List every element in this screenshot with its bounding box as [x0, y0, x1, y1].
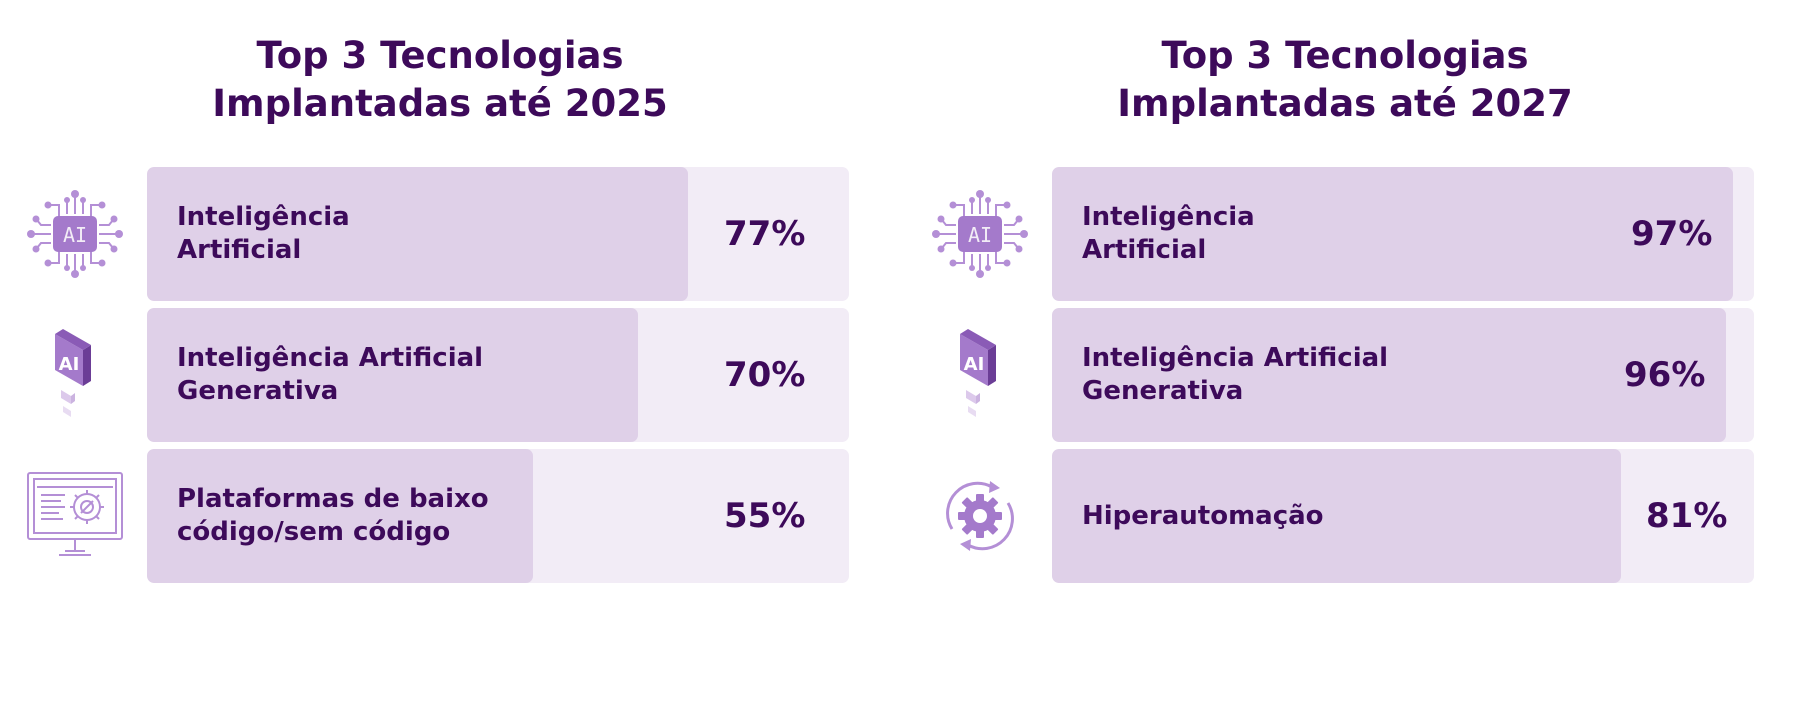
bar	[147, 167, 688, 301]
bar-row: AI Inteligência Artificial 77%	[0, 167, 880, 301]
bar-track: Hiperautomação 81%	[1052, 449, 1754, 583]
chart-panel: Top 3 Tecnologias Implantadas até 2025 AI I…	[0, 0, 880, 715]
bar-label-line: Hiperautomação	[1082, 500, 1324, 531]
bar-row: AI Inteligência Artificial Generativa 70%	[0, 308, 880, 442]
bar-value-label: 70%	[724, 355, 806, 395]
bar-label-line: Inteligência Artificial	[1082, 343, 1389, 373]
bar-label-line: Inteligência	[1082, 202, 1255, 232]
bar-track: Plataformas de baixo código/sem código 55%	[147, 449, 849, 583]
svg-text:AI: AI	[63, 223, 87, 247]
bar-value-label: 97%	[1631, 214, 1713, 254]
chart-title: Top 3 Tecnologias Implantadas até 2027	[905, 32, 1785, 128]
bar-label-line: código/sem código	[177, 517, 451, 547]
bar-label-line: Inteligência Artificial	[177, 343, 484, 373]
bar-value-label: 55%	[724, 496, 806, 536]
svg-text:AI: AI	[968, 223, 992, 247]
bar-label: Hiperautomação	[1082, 449, 1482, 583]
bar-value-label: 96%	[1624, 355, 1706, 395]
chart-title-line: Implantadas até 2027	[1117, 82, 1573, 125]
bar-label: Inteligência Artificial	[177, 167, 577, 301]
bar-row: AI Inteligência Artificial Generativa 96%	[905, 308, 1785, 442]
bar	[147, 308, 638, 442]
bar-track: Inteligência Artificial Generativa 70%	[147, 308, 849, 442]
bar	[1052, 449, 1621, 583]
svg-text:AI: AI	[964, 354, 985, 375]
bar-label: Inteligência Artificial Generativa	[1082, 308, 1482, 442]
bar-label-line: Generativa	[177, 376, 339, 406]
bar-row: Plataformas de baixo código/sem código 55%	[0, 449, 880, 583]
chart-title: Top 3 Tecnologias Implantadas até 2025	[0, 32, 880, 128]
bar-value-label: 81%	[1646, 496, 1728, 536]
bar	[1052, 167, 1733, 301]
automation-gear-icon	[930, 469, 1030, 563]
ai-chip-icon: AI	[930, 187, 1030, 281]
svg-text:AI: AI	[59, 354, 80, 375]
chart-title-line: Top 3 Tecnologias	[1161, 34, 1529, 77]
bar	[147, 449, 533, 583]
bar-row: Hiperautomação 81%	[905, 449, 1785, 583]
bar-track: Inteligência Artificial 97%	[1052, 167, 1754, 301]
bar-label: Inteligência Artificial	[1082, 167, 1482, 301]
bar-label: Inteligência Artificial Generativa	[177, 308, 577, 442]
bar-label: Plataformas de baixo código/sem código	[177, 449, 577, 583]
chart-panel: Top 3 Tecnologias Implantadas até 2027 AI I…	[905, 0, 1785, 715]
bar-track: Inteligência Artificial 77%	[147, 167, 849, 301]
bar-label-line: Inteligência	[177, 202, 350, 232]
bar-label-line: Artificial	[177, 235, 302, 265]
no-code-monitor-icon	[25, 469, 125, 563]
ai-cube-icon: AI	[25, 328, 125, 422]
bar-track: Inteligência Artificial Generativa 96%	[1052, 308, 1754, 442]
bar-value-label: 77%	[724, 214, 806, 254]
ai-chip-icon: AI	[25, 187, 125, 281]
bar-row: AI Inteligência Artificial 97%	[905, 167, 1785, 301]
bar	[1052, 308, 1726, 442]
ai-cube-icon: AI	[930, 328, 1030, 422]
bar-label-line: Generativa	[1082, 376, 1244, 406]
chart-title-line: Implantadas até 2025	[212, 82, 668, 125]
bar-label-line: Plataformas de baixo	[177, 484, 489, 514]
chart-title-line: Top 3 Tecnologias	[256, 34, 624, 77]
bar-label-line: Artificial	[1082, 235, 1207, 265]
